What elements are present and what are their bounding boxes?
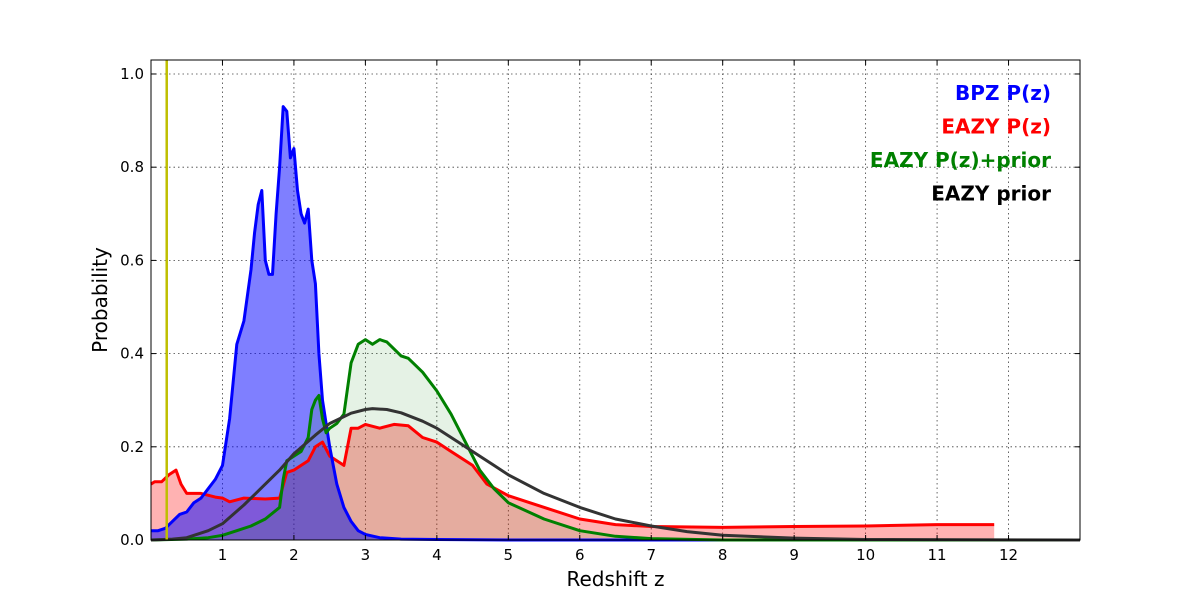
y-tick-label: 0.8 <box>120 158 144 176</box>
legend-entry: EAZY P(z)+prior <box>870 148 1051 172</box>
x-tick-label: 5 <box>504 546 514 564</box>
x-tick-label: 11 <box>928 546 947 564</box>
x-tick-label: 9 <box>789 546 799 564</box>
y-tick-label: 0.0 <box>120 531 144 549</box>
x-tick-label: 1 <box>218 546 228 564</box>
y-tick-label: 0.2 <box>120 438 144 456</box>
y-axis-ticks: 0.0 0.2 0.4 0.6 0.8 1.0 <box>120 65 1080 549</box>
series-line-eazy-prior <box>150 407 1081 542</box>
x-tick-label: 6 <box>575 546 585 564</box>
x-tick-label: 12 <box>999 546 1018 564</box>
series-lines <box>150 105 1081 542</box>
series-fill-eazy-p-z-prior <box>151 339 1080 540</box>
x-tick-label: 2 <box>289 546 299 564</box>
x-tick-label: 3 <box>361 546 371 564</box>
y-tick-label: 0.6 <box>120 251 144 269</box>
y-axis-title: Probability <box>88 247 112 353</box>
series-line-eazy-p-z-prior <box>150 338 1080 542</box>
series-line-eazy-p-z <box>150 422 995 529</box>
y-tick-label: 0.4 <box>120 345 144 363</box>
plot-frame <box>150 59 1081 541</box>
x-tick-label: 7 <box>646 546 656 564</box>
series-line-bpz-p-z <box>151 105 1080 542</box>
legend: BPZ P(z) EAZY P(z) EAZY P(z)+prior EAZY pri… <box>870 81 1051 206</box>
series-fill-eazy-p-z <box>151 424 995 540</box>
x-tick-label: 8 <box>718 546 728 564</box>
legend-entry: EAZY P(z) <box>941 115 1051 139</box>
y-tick-label: 1.0 <box>120 65 144 83</box>
x-tick-label: 4 <box>432 546 442 564</box>
legend-entry: BPZ P(z) <box>955 81 1051 105</box>
x-tick-label: 10 <box>856 546 875 564</box>
x-axis-title: Redshift z <box>566 567 664 591</box>
legend-entry: EAZY prior <box>931 182 1051 206</box>
x-axis-ticks: 1 2 3 4 5 6 7 8 9 10 11 12 <box>218 60 1018 564</box>
